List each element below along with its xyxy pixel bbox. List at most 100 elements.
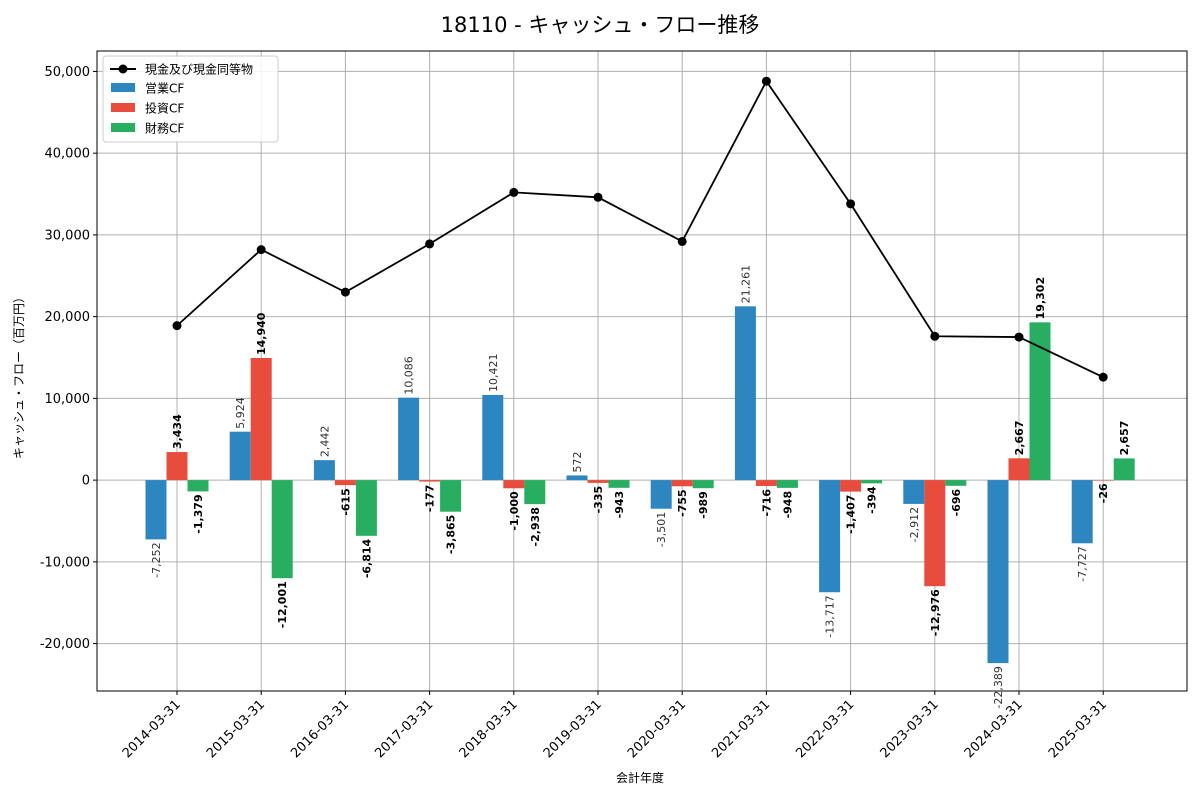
x-tick-label: 2022-03-31 (793, 697, 857, 761)
cash-line-path (176, 79, 1104, 378)
plot-frame (96, 50, 1188, 692)
chart-title: 18110 - キャッシュ・フロー推移 (441, 13, 760, 37)
x-tick-label: 2016-03-31 (288, 697, 352, 761)
data-label-operating: -7,727 (1076, 546, 1089, 581)
bar-operating (313, 460, 335, 481)
data-label-operating: 5,924 (234, 397, 247, 429)
bar-investing (250, 358, 272, 481)
data-labels: -7,252 5,924 2,442 10,086 10,421 572 -3,501 21,… (150, 265, 1131, 709)
x-tick-label: 2014-03-31 (120, 697, 184, 761)
y-tick-label: -10,000 (40, 555, 90, 570)
data-label-investing: -177 (424, 485, 437, 513)
bar-investing (419, 480, 441, 482)
data-label-operating: -13,717 (824, 595, 837, 637)
y-tick-label: 10,000 (45, 392, 91, 407)
data-label-financing: -3,865 (445, 515, 458, 554)
bar-investing (924, 480, 946, 587)
data-label-operating: -3,501 (655, 512, 668, 547)
legend-box (102, 55, 279, 143)
bar-operating (145, 480, 167, 540)
data-label-investing: 2,667 (1013, 421, 1026, 456)
data-label-operating: 10,086 (403, 356, 416, 395)
legend-investing-label: 投資CF (145, 101, 184, 116)
data-label-investing: -755 (676, 489, 689, 517)
legend: 現金及び現金同等物 営業CF 投資CF 財務CF (102, 55, 279, 143)
data-label-investing: -1,407 (845, 495, 858, 534)
bar-investing (334, 480, 356, 486)
x-tick-label: 2021-03-31 (709, 697, 773, 761)
grid (97, 51, 1187, 691)
data-label-financing: -948 (781, 491, 794, 519)
bar-financing (692, 480, 714, 489)
y-ticks: -20,000 -10,000 0 10,000 20,000 30,000 40,000 5… (40, 65, 97, 652)
data-label-investing: -1,000 (508, 491, 521, 531)
bar-operating (229, 431, 251, 481)
bar-financing (271, 480, 293, 579)
data-label-investing: -615 (339, 488, 352, 516)
cash-line-point (761, 76, 771, 86)
cash-line-point (340, 287, 350, 297)
bar-financing (1029, 322, 1051, 481)
data-label-operating: 21,261 (739, 265, 752, 304)
data-label-financing: -6,814 (360, 538, 373, 578)
bar-operating (903, 480, 925, 504)
legend-line-label: 現金及び現金同等物 (145, 62, 253, 77)
bar-financing (945, 480, 967, 486)
bar-operating (566, 475, 588, 481)
bar-investing (1092, 480, 1114, 481)
data-label-operating: -22,389 (992, 666, 1005, 708)
bar-operating (650, 480, 672, 509)
x-axis-label: 会計年度 (616, 770, 664, 785)
cash-line-point (425, 239, 435, 249)
data-label-financing: -1,379 (192, 494, 205, 533)
legend-operating-label: 営業CF (145, 82, 184, 96)
data-label-financing: -989 (697, 491, 710, 519)
data-label-operating: 10,421 (487, 353, 500, 392)
bar-financing (1113, 458, 1135, 481)
bar-financing (440, 480, 462, 512)
cash-line-point (593, 192, 603, 202)
bar-investing (166, 452, 188, 481)
bar-operating (1071, 480, 1093, 544)
legend-financing-label: 財務CF (145, 121, 184, 136)
data-label-investing: 3,434 (171, 414, 184, 449)
bar-financing (187, 480, 209, 492)
cash-line-point (256, 245, 266, 255)
bar-operating (987, 480, 1009, 664)
bar-financing (861, 480, 883, 484)
cash-line-point (172, 321, 182, 331)
bar-operating (482, 394, 504, 481)
cash-line-point (846, 199, 856, 209)
bar-financing (608, 480, 630, 488)
data-label-financing: -394 (866, 486, 879, 514)
cash-line-point (930, 331, 940, 341)
data-label-financing: -696 (950, 488, 963, 516)
x-tick-label: 2025-03-31 (1046, 697, 1110, 761)
data-label-investing: -12,976 (929, 589, 942, 636)
x-tick-label: 2015-03-31 (204, 697, 268, 761)
y-axis-label: キャッシュ・フロー（百万円） (12, 291, 26, 459)
bar-financing (355, 480, 377, 536)
data-label-financing: 2,657 (1118, 421, 1131, 456)
cash-line-point (677, 236, 687, 246)
data-label-financing: -943 (613, 491, 626, 519)
bar-investing (755, 480, 777, 486)
bar-investing (671, 480, 693, 487)
x-tick-label: 2019-03-31 (541, 697, 605, 761)
y-tick-label: -20,000 (40, 637, 90, 652)
data-label-financing: -2,938 (529, 507, 542, 546)
x-tick-label: 2018-03-31 (457, 697, 521, 761)
bar-operating (398, 397, 420, 481)
data-label-financing: 19,302 (1034, 277, 1047, 319)
bars (145, 306, 1135, 664)
data-label-operating: 2,442 (318, 426, 331, 458)
legend-financing-swatch (111, 123, 135, 132)
bar-investing (1008, 458, 1030, 481)
cash-line-point (1014, 332, 1024, 342)
x-tick-label: 2017-03-31 (372, 697, 436, 761)
y-tick-label: 40,000 (45, 147, 91, 162)
bar-financing (776, 480, 798, 488)
data-label-investing: 14,940 (255, 312, 268, 355)
bar-investing (503, 480, 525, 489)
bar-operating (819, 480, 841, 593)
